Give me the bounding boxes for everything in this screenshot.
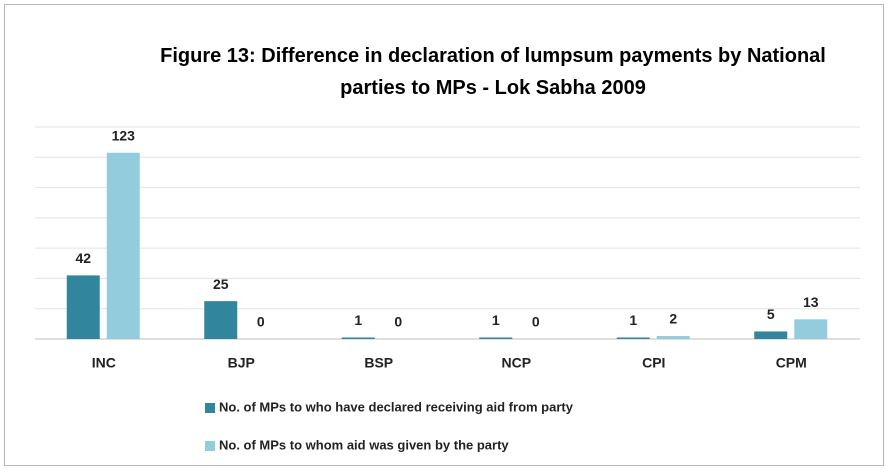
data-label: 0	[532, 314, 540, 330]
legend-label: No. of MPs to who have declared receivin…	[219, 399, 574, 414]
bar	[754, 331, 788, 339]
data-label: 2	[669, 311, 677, 327]
chart-frame	[4, 4, 884, 466]
bar	[616, 337, 650, 339]
bar	[656, 335, 690, 339]
data-label: 0	[394, 314, 402, 330]
x-tick-label: BSP	[364, 355, 393, 371]
bar	[341, 337, 375, 339]
bar	[204, 301, 238, 339]
x-tick-label: INC	[92, 355, 116, 371]
legend-swatch	[205, 403, 215, 413]
data-label: 1	[492, 312, 500, 328]
x-tick-label: CPI	[642, 355, 665, 371]
x-tick-label: CPM	[776, 355, 807, 371]
data-label: 1	[629, 312, 637, 328]
legend-label: No. of MPs to whom aid was given by the …	[219, 437, 509, 452]
x-tick-label: NCP	[501, 355, 531, 371]
data-label: 42	[75, 250, 91, 266]
data-label: 25	[213, 276, 229, 292]
data-label: 0	[257, 314, 265, 330]
bar	[106, 152, 140, 339]
data-label: 1	[354, 312, 362, 328]
data-label: 123	[112, 127, 136, 143]
bar	[66, 275, 100, 339]
x-tick-label: BJP	[228, 355, 255, 371]
data-label: 5	[767, 306, 775, 322]
chart-title: Figure 13: Difference in declaration of …	[160, 45, 826, 99]
legend-swatch	[205, 441, 215, 451]
data-label: 13	[803, 294, 819, 310]
bar	[794, 319, 828, 339]
bar	[479, 337, 513, 339]
